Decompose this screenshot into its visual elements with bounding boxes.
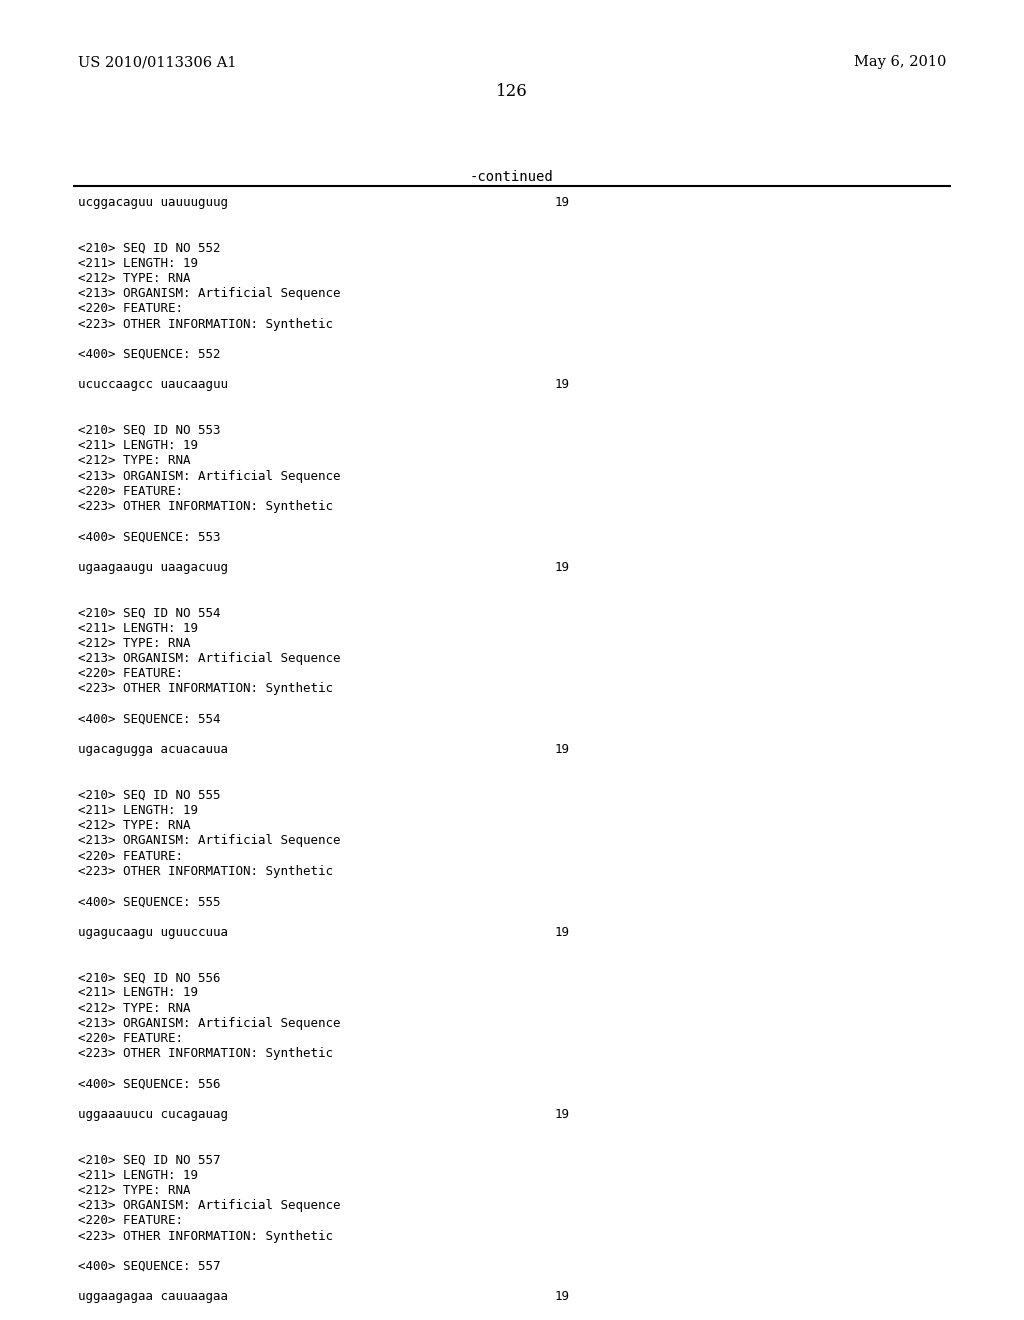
Text: <213> ORGANISM: Artificial Sequence: <213> ORGANISM: Artificial Sequence <box>78 652 341 665</box>
Text: <211> LENGTH: 19: <211> LENGTH: 19 <box>78 622 198 635</box>
Text: <220> FEATURE:: <220> FEATURE: <box>78 1032 183 1045</box>
Text: <223> OTHER INFORMATION: Synthetic: <223> OTHER INFORMATION: Synthetic <box>78 500 333 513</box>
Text: 19: 19 <box>555 195 570 209</box>
Text: <400> SEQUENCE: 555: <400> SEQUENCE: 555 <box>78 895 220 908</box>
Text: <220> FEATURE:: <220> FEATURE: <box>78 667 183 680</box>
Text: <212> TYPE: RNA: <212> TYPE: RNA <box>78 1002 190 1015</box>
Text: <223> OTHER INFORMATION: Synthetic: <223> OTHER INFORMATION: Synthetic <box>78 682 333 696</box>
Text: <212> TYPE: RNA: <212> TYPE: RNA <box>78 272 190 285</box>
Text: 19: 19 <box>555 1107 570 1121</box>
Text: <223> OTHER INFORMATION: Synthetic: <223> OTHER INFORMATION: Synthetic <box>78 1230 333 1242</box>
Text: 19: 19 <box>555 379 570 392</box>
Text: May 6, 2010: May 6, 2010 <box>854 55 946 69</box>
Text: <210> SEQ ID NO 552: <210> SEQ ID NO 552 <box>78 242 220 255</box>
Text: <212> TYPE: RNA: <212> TYPE: RNA <box>78 820 190 832</box>
Text: <210> SEQ ID NO 557: <210> SEQ ID NO 557 <box>78 1154 220 1167</box>
Text: 19: 19 <box>555 1291 570 1303</box>
Text: <223> OTHER INFORMATION: Synthetic: <223> OTHER INFORMATION: Synthetic <box>78 865 333 878</box>
Text: ucuccaagcc uaucaaguu: ucuccaagcc uaucaaguu <box>78 379 228 392</box>
Text: <400> SEQUENCE: 552: <400> SEQUENCE: 552 <box>78 348 220 360</box>
Text: <211> LENGTH: 19: <211> LENGTH: 19 <box>78 440 198 453</box>
Text: <210> SEQ ID NO 554: <210> SEQ ID NO 554 <box>78 606 220 619</box>
Text: <211> LENGTH: 19: <211> LENGTH: 19 <box>78 257 198 269</box>
Text: <212> TYPE: RNA: <212> TYPE: RNA <box>78 454 190 467</box>
Text: US 2010/0113306 A1: US 2010/0113306 A1 <box>78 55 237 69</box>
Text: <223> OTHER INFORMATION: Synthetic: <223> OTHER INFORMATION: Synthetic <box>78 1047 333 1060</box>
Text: <210> SEQ ID NO 555: <210> SEQ ID NO 555 <box>78 789 220 801</box>
Text: <213> ORGANISM: Artificial Sequence: <213> ORGANISM: Artificial Sequence <box>78 1199 341 1212</box>
Text: ugagucaagu uguuccuua: ugagucaagu uguuccuua <box>78 925 228 939</box>
Text: <213> ORGANISM: Artificial Sequence: <213> ORGANISM: Artificial Sequence <box>78 470 341 483</box>
Text: 19: 19 <box>555 561 570 574</box>
Text: 19: 19 <box>555 743 570 756</box>
Text: <400> SEQUENCE: 554: <400> SEQUENCE: 554 <box>78 713 220 726</box>
Text: -continued: -continued <box>470 170 554 183</box>
Text: <211> LENGTH: 19: <211> LENGTH: 19 <box>78 986 198 999</box>
Text: <400> SEQUENCE: 556: <400> SEQUENCE: 556 <box>78 1077 220 1090</box>
Text: <213> ORGANISM: Artificial Sequence: <213> ORGANISM: Artificial Sequence <box>78 834 341 847</box>
Text: <210> SEQ ID NO 553: <210> SEQ ID NO 553 <box>78 424 220 437</box>
Text: <220> FEATURE:: <220> FEATURE: <box>78 1214 183 1228</box>
Text: ugaagaaugu uaagacuug: ugaagaaugu uaagacuug <box>78 561 228 574</box>
Text: 126: 126 <box>496 83 528 100</box>
Text: ucggacaguu uauuuguug: ucggacaguu uauuuguug <box>78 195 228 209</box>
Text: <212> TYPE: RNA: <212> TYPE: RNA <box>78 1184 190 1197</box>
Text: <213> ORGANISM: Artificial Sequence: <213> ORGANISM: Artificial Sequence <box>78 1016 341 1030</box>
Text: <400> SEQUENCE: 557: <400> SEQUENCE: 557 <box>78 1261 220 1272</box>
Text: <213> ORGANISM: Artificial Sequence: <213> ORGANISM: Artificial Sequence <box>78 288 341 300</box>
Text: uggaaauucu cucagauag: uggaaauucu cucagauag <box>78 1107 228 1121</box>
Text: 19: 19 <box>555 925 570 939</box>
Text: <220> FEATURE:: <220> FEATURE: <box>78 484 183 498</box>
Text: <220> FEATURE:: <220> FEATURE: <box>78 302 183 315</box>
Text: ugacagugga acuacauua: ugacagugga acuacauua <box>78 743 228 756</box>
Text: <211> LENGTH: 19: <211> LENGTH: 19 <box>78 804 198 817</box>
Text: <223> OTHER INFORMATION: Synthetic: <223> OTHER INFORMATION: Synthetic <box>78 318 333 330</box>
Text: <210> SEQ ID NO 556: <210> SEQ ID NO 556 <box>78 972 220 985</box>
Text: <220> FEATURE:: <220> FEATURE: <box>78 850 183 862</box>
Text: <211> LENGTH: 19: <211> LENGTH: 19 <box>78 1168 198 1181</box>
Text: uggaagagaa cauuaagaa: uggaagagaa cauuaagaa <box>78 1291 228 1303</box>
Text: <400> SEQUENCE: 553: <400> SEQUENCE: 553 <box>78 531 220 544</box>
Text: <212> TYPE: RNA: <212> TYPE: RNA <box>78 636 190 649</box>
